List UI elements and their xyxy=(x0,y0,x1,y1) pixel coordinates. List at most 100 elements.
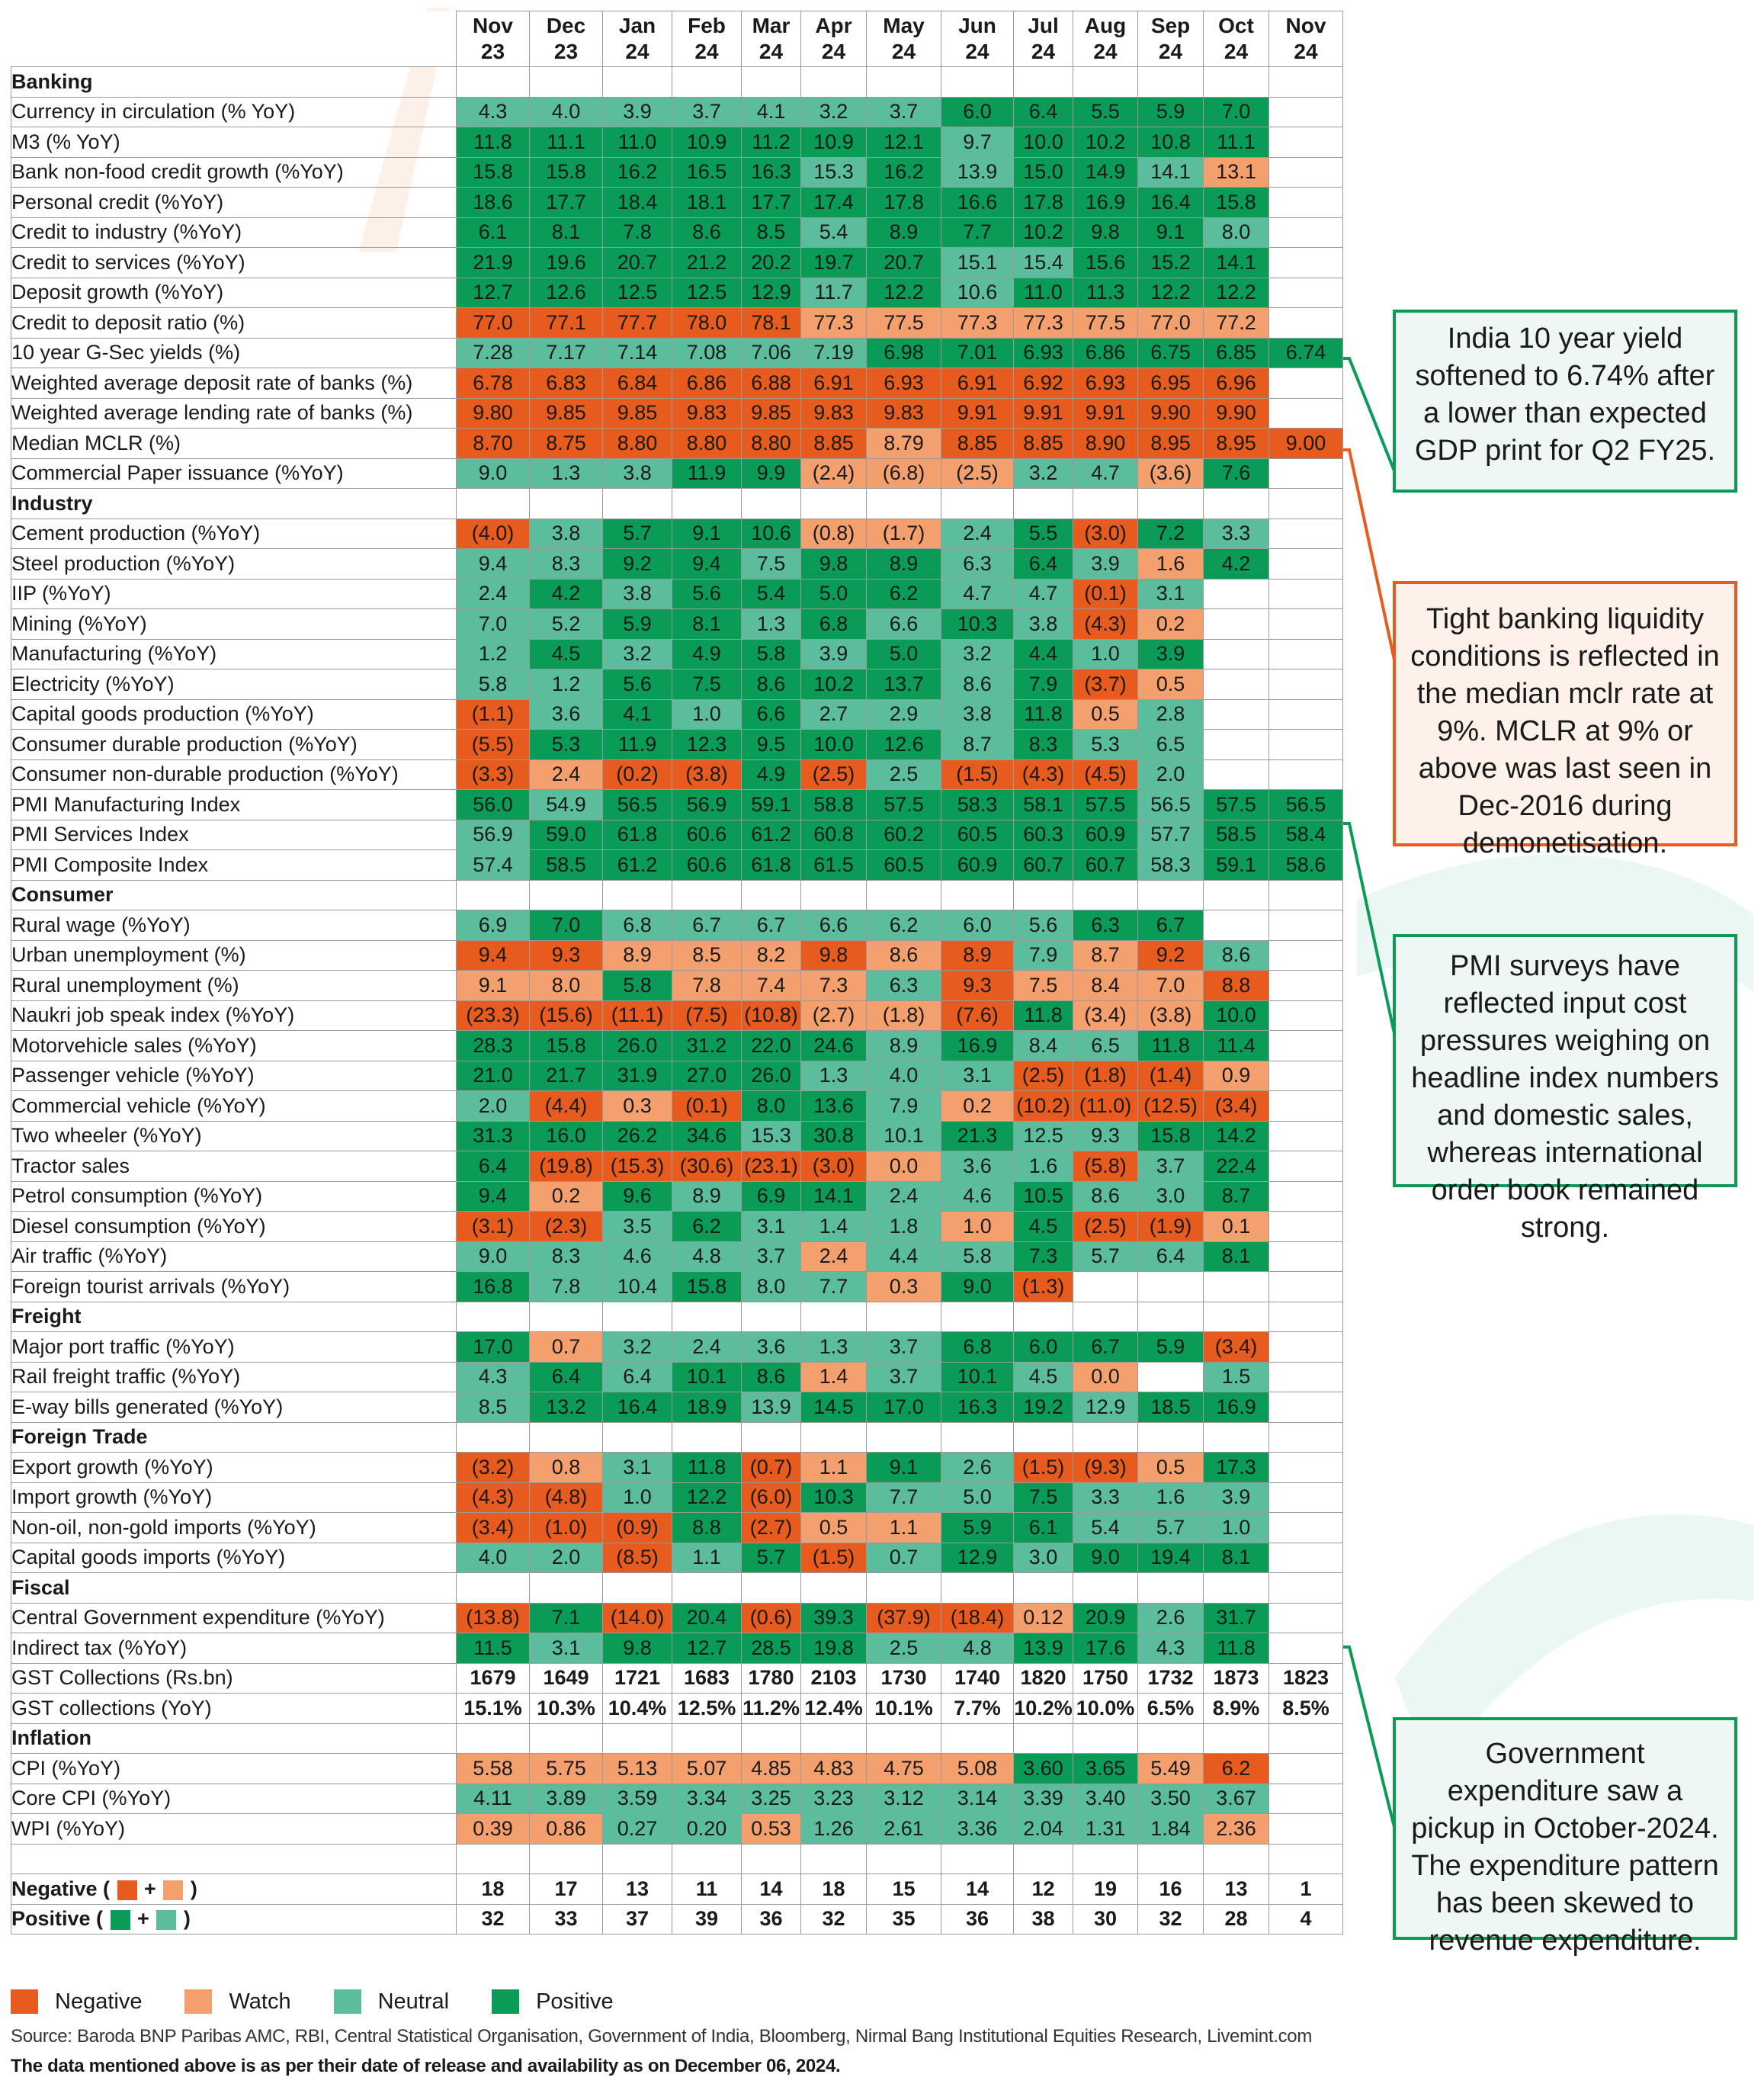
heatmap-cell: 57.7 xyxy=(1137,819,1204,850)
heatmap-cell: 3.60 xyxy=(1013,1753,1073,1784)
table-row: Central Government expenditure (%YoY) (13… xyxy=(11,1602,1343,1633)
table-row: Manufacturing (%YoY) 1.2 4.5 3.2 4.9 5.8 3.9 5.… xyxy=(11,638,1343,669)
table-row: Urban unemployment (%) 9.4 9.3 8.9 8.5 8.2 9.8… xyxy=(11,939,1343,971)
column-month: Jan xyxy=(618,14,656,37)
heatmap-cell: 0.1 xyxy=(1203,1211,1269,1242)
heatmap-cell: 20.9 xyxy=(1073,1602,1138,1633)
heatmap-cell: 9.3 xyxy=(529,939,603,971)
empty-cell xyxy=(672,1421,742,1453)
empty-cell xyxy=(1013,1572,1073,1604)
heatmap-cell: 6.5 xyxy=(1137,729,1204,760)
heatmap-cell: 16.5 xyxy=(672,156,742,188)
heatmap-cell: (0.2) xyxy=(602,759,672,790)
heatmap-cell: 8.3 xyxy=(529,1241,603,1272)
heatmap-cell: 3.14 xyxy=(941,1783,1014,1814)
row-label: Rural wage (%YoY) xyxy=(11,910,457,941)
table-row: Deposit growth (%YoY) 12.7 12.6 12.5 12.5 12.… xyxy=(11,277,1343,308)
heatmap-cell: 9.0 xyxy=(941,1271,1014,1302)
heatmap-cell: 9.90 xyxy=(1137,397,1204,429)
empty-cell xyxy=(529,488,603,519)
empty-cell xyxy=(866,488,941,519)
table-row: CPI (%YoY) 5.58 5.75 5.13 5.07 4.85 4.83 4.75 5.… xyxy=(11,1753,1343,1784)
empty-cell xyxy=(741,1843,801,1874)
column-year: 24 xyxy=(965,40,989,63)
heatmap-cell: 3.12 xyxy=(866,1783,941,1814)
heatmap-cell: 16.9 xyxy=(1203,1392,1269,1423)
heatmap-cell: 6.4 xyxy=(1013,96,1073,127)
heatmap-cell xyxy=(1268,1180,1343,1212)
heatmap-cell: 5.8 xyxy=(941,1241,1014,1272)
section-header: Freight xyxy=(11,1301,457,1332)
summary-count-cell: 12 xyxy=(1013,1873,1073,1905)
heatmap-cell: 6.2 xyxy=(866,578,941,609)
row-label: 10 year G-Sec yields (%) xyxy=(11,337,457,368)
heatmap-cell xyxy=(1268,1602,1343,1633)
empty-cell xyxy=(941,1421,1014,1453)
column-year: 23 xyxy=(553,40,579,63)
heatmap-cell: 16.6 xyxy=(941,187,1014,218)
heatmap-cell: (15.6) xyxy=(529,1000,603,1031)
empty-cell xyxy=(800,1843,867,1874)
empty-cell xyxy=(1073,879,1138,910)
heatmap-cell: 61.2 xyxy=(741,819,801,850)
heatmap-cell: 3.2 xyxy=(1013,458,1073,489)
table-row: Two wheeler (%YoY) 31.3 16.0 26.2 34.6 15.3 30… xyxy=(11,1120,1343,1151)
heatmap-cell: 0.12 xyxy=(1013,1602,1073,1633)
heatmap-cell: 13.6 xyxy=(800,1090,867,1122)
column-year: 24 xyxy=(891,40,916,63)
heatmap-cell: 17.3 xyxy=(1203,1452,1269,1483)
heatmap-cell: 6.85 xyxy=(1203,337,1269,368)
summary-count-cell: 32 xyxy=(800,1903,867,1934)
heatmap-cell: 15.3 xyxy=(741,1120,801,1151)
row-label: GST collections (YoY) xyxy=(11,1693,457,1724)
heatmap-cell: 1.1 xyxy=(866,1512,941,1543)
heatmap-cell: 12.1 xyxy=(866,127,941,158)
heatmap-cell: 7.0 xyxy=(1137,970,1204,1001)
heatmap-cell: 77.0 xyxy=(1137,307,1204,339)
heatmap-cell: 8.8 xyxy=(1203,970,1269,1001)
empty-cell xyxy=(529,1723,603,1754)
heatmap-cell: (3.4) xyxy=(456,1512,530,1543)
heatmap-cell: 0.7 xyxy=(529,1331,603,1363)
heatmap-cell: 7.8 xyxy=(672,970,742,1001)
heatmap-cell: 9.83 xyxy=(866,397,941,429)
heatmap-cell: 0.5 xyxy=(800,1512,867,1543)
heatmap-cell: 9.91 xyxy=(1073,397,1138,429)
heatmap-cell: (2.5) xyxy=(800,759,867,790)
section-row: Inflation xyxy=(11,1723,1343,1754)
heatmap-cell: 0.5 xyxy=(1137,669,1204,700)
heatmap-cell: 19.6 xyxy=(529,247,603,278)
heatmap-cell: 3.36 xyxy=(941,1813,1014,1845)
heatmap-cell: 7.7 xyxy=(941,217,1014,248)
heatmap-cell: 5.8 xyxy=(456,669,530,700)
heatmap-cell: 4.3 xyxy=(456,1361,530,1392)
color-legend: Negative Watch Neutral Positive xyxy=(11,1986,656,2018)
heatmap-cell: 3.9 xyxy=(1137,638,1204,669)
row-label: Deposit growth (%YoY) xyxy=(11,277,457,308)
section-row: Foreign Trade xyxy=(11,1421,1343,1453)
heatmap-cell xyxy=(1268,1542,1343,1573)
heatmap-cell: 0.20 xyxy=(672,1813,742,1845)
heatmap-cell: 9.0 xyxy=(1073,1542,1138,1573)
heatmap-cell: 3.1 xyxy=(741,1211,801,1242)
table-row: Credit to services (%YoY) 21.9 19.6 20.7 21.… xyxy=(11,247,1343,278)
heatmap-cell: 11.8 xyxy=(456,127,530,158)
heatmap-cell: 0.5 xyxy=(1073,698,1138,730)
heatmap-cell: (9.3) xyxy=(1073,1452,1138,1483)
heatmap-cell: 2.4 xyxy=(529,759,603,790)
heatmap-cell: 16.9 xyxy=(1073,187,1138,218)
heatmap-cell: (3.4) xyxy=(1203,1090,1269,1122)
empty-cell xyxy=(1268,1723,1343,1754)
heatmap-cell xyxy=(1268,608,1343,640)
empty-cell xyxy=(800,1723,867,1754)
heatmap-cell xyxy=(1268,1753,1343,1784)
summary-count-cell: 32 xyxy=(456,1903,530,1934)
heatmap-cell: 0.3 xyxy=(866,1271,941,1302)
legend-item: Watch xyxy=(184,1989,291,2015)
heatmap-cell: 4.0 xyxy=(529,96,603,127)
heatmap-cell: 6.92 xyxy=(1013,368,1073,399)
heatmap-cell: 4.8 xyxy=(941,1633,1014,1664)
heatmap-cell: (1.4) xyxy=(1137,1060,1204,1091)
heatmap-cell: 9.1 xyxy=(672,518,742,549)
heatmap-cell: 12.5% xyxy=(672,1693,742,1724)
